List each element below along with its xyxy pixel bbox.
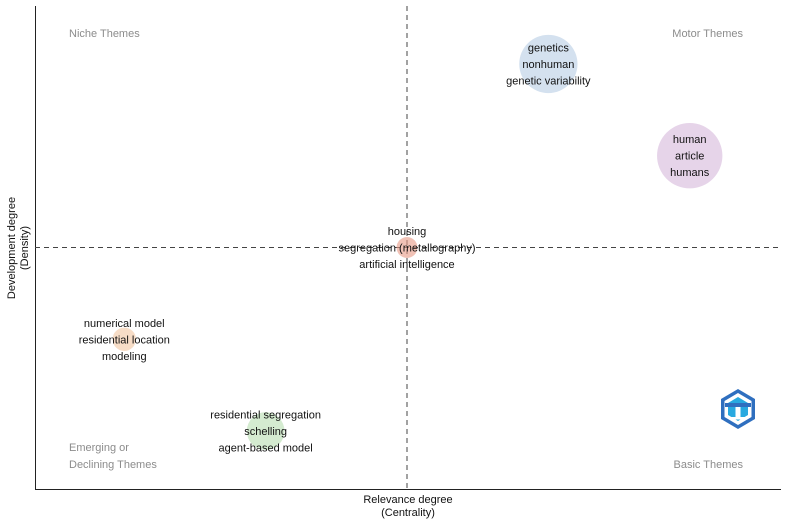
logo-banner [725, 403, 751, 407]
cluster-bubble-1 [519, 34, 578, 94]
cluster-label: artificial intelligence [359, 259, 454, 271]
cluster-label: schelling [244, 426, 287, 438]
logo-base [731, 417, 745, 420]
cluster-label: housing [388, 226, 427, 238]
cluster-bubble-5 [246, 412, 285, 450]
cluster-label: residential location [79, 334, 170, 346]
quadrant-label-basic: Basic Themes [674, 459, 744, 471]
cluster-label-group-2: human article humans [670, 134, 710, 179]
cluster-label: human [673, 134, 707, 146]
quadrant-labels: Niche Themes Motor Themes Emerging or Decli… [69, 28, 743, 471]
cluster-label: article [675, 151, 704, 163]
bibliometrix-logo [721, 389, 755, 429]
cluster-label: genetic variability [506, 75, 591, 87]
cluster-label: segregation (metallography) [339, 243, 476, 255]
cluster-label: residential segregation [210, 410, 321, 422]
cluster-label: agent-based model [219, 443, 313, 455]
quadrant-label-emerging: Emerging or [69, 442, 129, 454]
quadrant-label-motor: Motor Themes [672, 28, 743, 40]
y-axis-title-group: Development degree (Density) [6, 197, 31, 299]
quadrant-label-niche: Niche Themes [69, 28, 140, 40]
cluster-bubble-2 [657, 123, 723, 189]
cluster-bubble-4 [112, 327, 136, 351]
cluster-label-group-4: numerical model residential location model… [79, 318, 170, 363]
cluster-label: numerical model [84, 318, 165, 330]
x-axis-title: (Centrality) [381, 507, 435, 519]
y-axis-title: Development degree [6, 197, 18, 299]
cluster-bubbles [112, 34, 723, 450]
quadrant-label-emerging: Declining Themes [69, 459, 157, 471]
cluster-label-group-3: housing segregation (metallography) artifi… [339, 226, 476, 271]
y-axis-title: (Density) [19, 226, 31, 270]
logo-pillar [735, 407, 741, 418]
cluster-label-group-1: genetics nonhuman genetic variability [506, 42, 591, 87]
cluster-label: genetics [528, 42, 569, 54]
cluster-label: modeling [102, 351, 147, 363]
cluster-bubble-3 [396, 237, 418, 258]
cluster-label-group-5: residential segregation schelling agent-ba… [210, 410, 321, 455]
cluster-label: nonhuman [522, 59, 574, 71]
x-axis-title: Relevance degree [363, 494, 452, 506]
cluster-label: humans [670, 167, 710, 179]
cluster-labels: genetics nonhuman genetic variability human… [79, 42, 710, 454]
axis-titles: Relevance degree(Centrality) Development … [6, 197, 453, 519]
